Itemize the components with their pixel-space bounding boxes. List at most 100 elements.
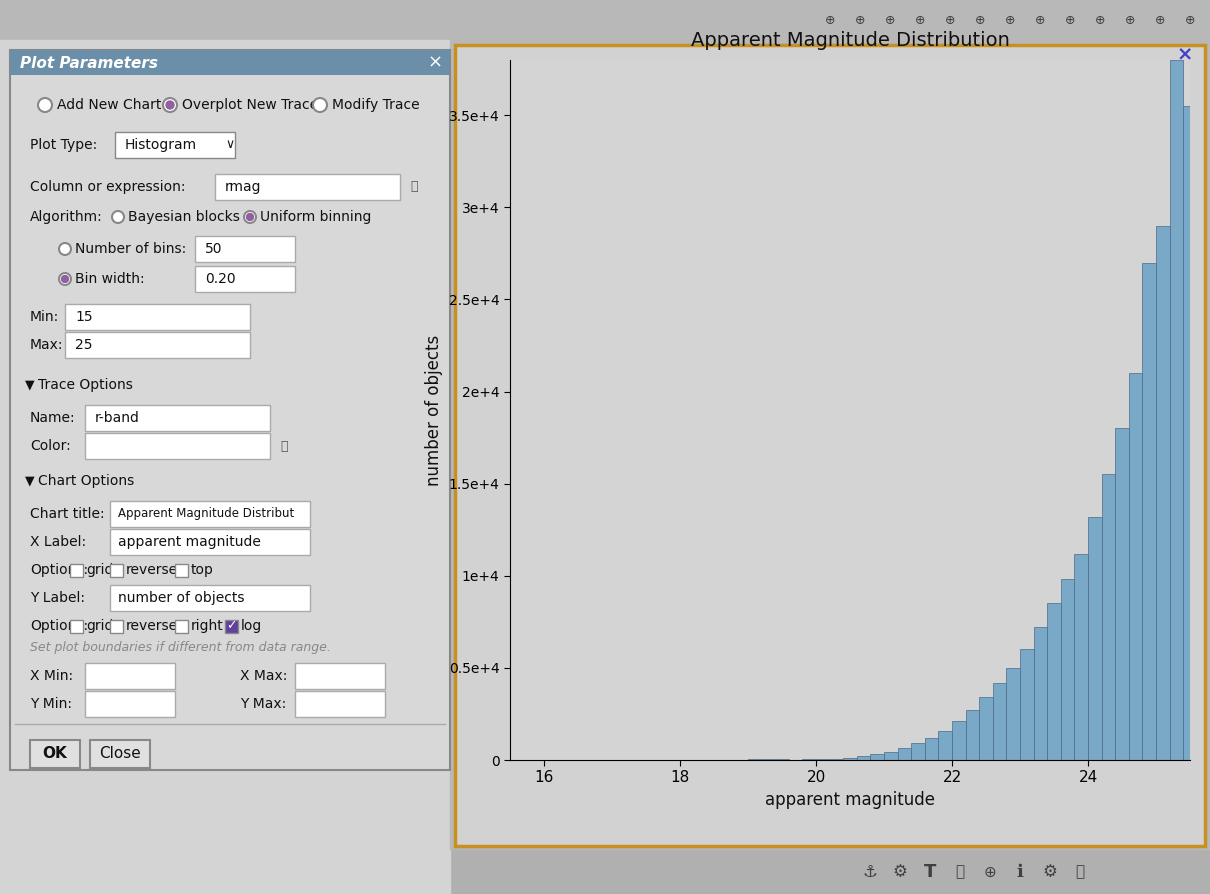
Text: ⚙: ⚙ [1043,863,1058,881]
Text: ℹ: ℹ [1016,863,1024,881]
Title: Apparent Magnitude Distribution: Apparent Magnitude Distribution [691,31,1009,50]
Bar [70,620,83,633]
Text: ⊕: ⊕ [1154,13,1165,27]
Text: Bin width:: Bin width: [75,272,145,286]
Text: 💾: 💾 [956,864,964,880]
Text: 50: 50 [204,242,223,256]
Text: 15: 15 [75,310,93,324]
Text: ⚙: ⚙ [893,863,908,881]
Bar [195,236,295,262]
Text: grid: grid [86,619,114,633]
Text: Trace Options: Trace Options [38,378,133,392]
Text: ⊕: ⊕ [984,864,996,880]
Text: Y Max:: Y Max: [240,697,287,711]
Bar [1020,649,1033,760]
Text: Options:: Options: [30,563,88,577]
Bar [776,759,789,760]
Text: rmag: rmag [225,180,261,194]
Bar [85,691,175,717]
Bar [175,620,188,633]
Bar [885,752,898,760]
Bar [1033,628,1047,760]
Bar [110,620,123,633]
Text: Y Min:: Y Min: [30,697,73,711]
Text: ⊕: ⊕ [854,13,865,27]
Bar [911,744,924,760]
Bar [215,174,401,200]
Bar [898,748,911,760]
Text: Add New Chart: Add New Chart [57,98,161,112]
Text: ⊕: ⊕ [1004,13,1015,27]
Bar [70,564,83,577]
Text: Modify Trace: Modify Trace [332,98,420,112]
Bar [65,332,250,358]
Circle shape [59,273,71,285]
Text: 0.20: 0.20 [204,272,236,286]
Bar [85,433,270,459]
Y-axis label: number of objects: number of objects [425,334,443,485]
Text: Chart title:: Chart title: [30,507,104,521]
Text: reverse: reverse [126,619,178,633]
Text: Apparent Magnitude Distribut: Apparent Magnitude Distribut [119,508,294,520]
Text: Number of bins:: Number of bins: [75,242,186,256]
Bar [939,730,952,760]
Bar [10,50,450,770]
Bar [979,697,992,760]
Bar [30,740,80,768]
Bar [992,683,1007,760]
Text: r-band: r-band [96,411,140,425]
Text: X Min:: X Min: [30,669,73,683]
Bar [450,40,1210,849]
Bar [1047,603,1061,760]
Bar [0,0,1210,40]
Circle shape [59,243,71,255]
Bar [295,663,385,689]
Text: ⊕: ⊕ [975,13,985,27]
Bar [195,266,295,292]
Text: ⊕: ⊕ [1125,13,1135,27]
Bar [843,757,857,760]
Bar [10,50,450,75]
Bar [110,585,310,611]
Text: ⊕: ⊕ [1035,13,1045,27]
Bar [761,759,776,760]
Bar [85,405,270,431]
Text: reverse: reverse [126,563,178,577]
Bar [1116,428,1129,760]
Bar [1061,579,1074,760]
Text: Bayesian blocks: Bayesian blocks [128,210,240,224]
Circle shape [62,275,69,283]
Bar [1142,263,1156,760]
Text: ⊕: ⊕ [885,13,895,27]
Bar [924,738,939,760]
Text: Close: Close [99,746,140,762]
Bar [1007,668,1020,760]
Bar [455,45,1205,846]
Text: Plot Parameters: Plot Parameters [21,55,159,71]
Text: grid: grid [86,563,114,577]
Text: Y Label:: Y Label: [30,591,85,605]
Bar [816,759,830,760]
Circle shape [113,211,123,223]
Text: 🔍: 🔍 [280,440,288,452]
Bar [175,564,188,577]
Bar [1101,475,1116,760]
Bar [295,691,385,717]
Text: 🔧: 🔧 [1076,864,1084,880]
Bar [225,620,238,633]
Text: Min:: Min: [30,310,59,324]
Bar [85,663,175,689]
Bar [1074,553,1088,760]
Circle shape [247,214,254,221]
Text: ⊕: ⊕ [825,13,835,27]
Text: Chart Options: Chart Options [38,474,134,488]
Circle shape [313,98,327,112]
Text: Max:: Max: [30,338,63,352]
Circle shape [244,211,257,223]
Text: ⊕: ⊕ [1185,13,1195,27]
Text: ⚓: ⚓ [863,863,877,881]
Text: Color:: Color: [30,439,70,453]
Text: ⊕: ⊕ [1065,13,1076,27]
Bar [110,501,310,527]
Text: OK: OK [42,746,68,762]
